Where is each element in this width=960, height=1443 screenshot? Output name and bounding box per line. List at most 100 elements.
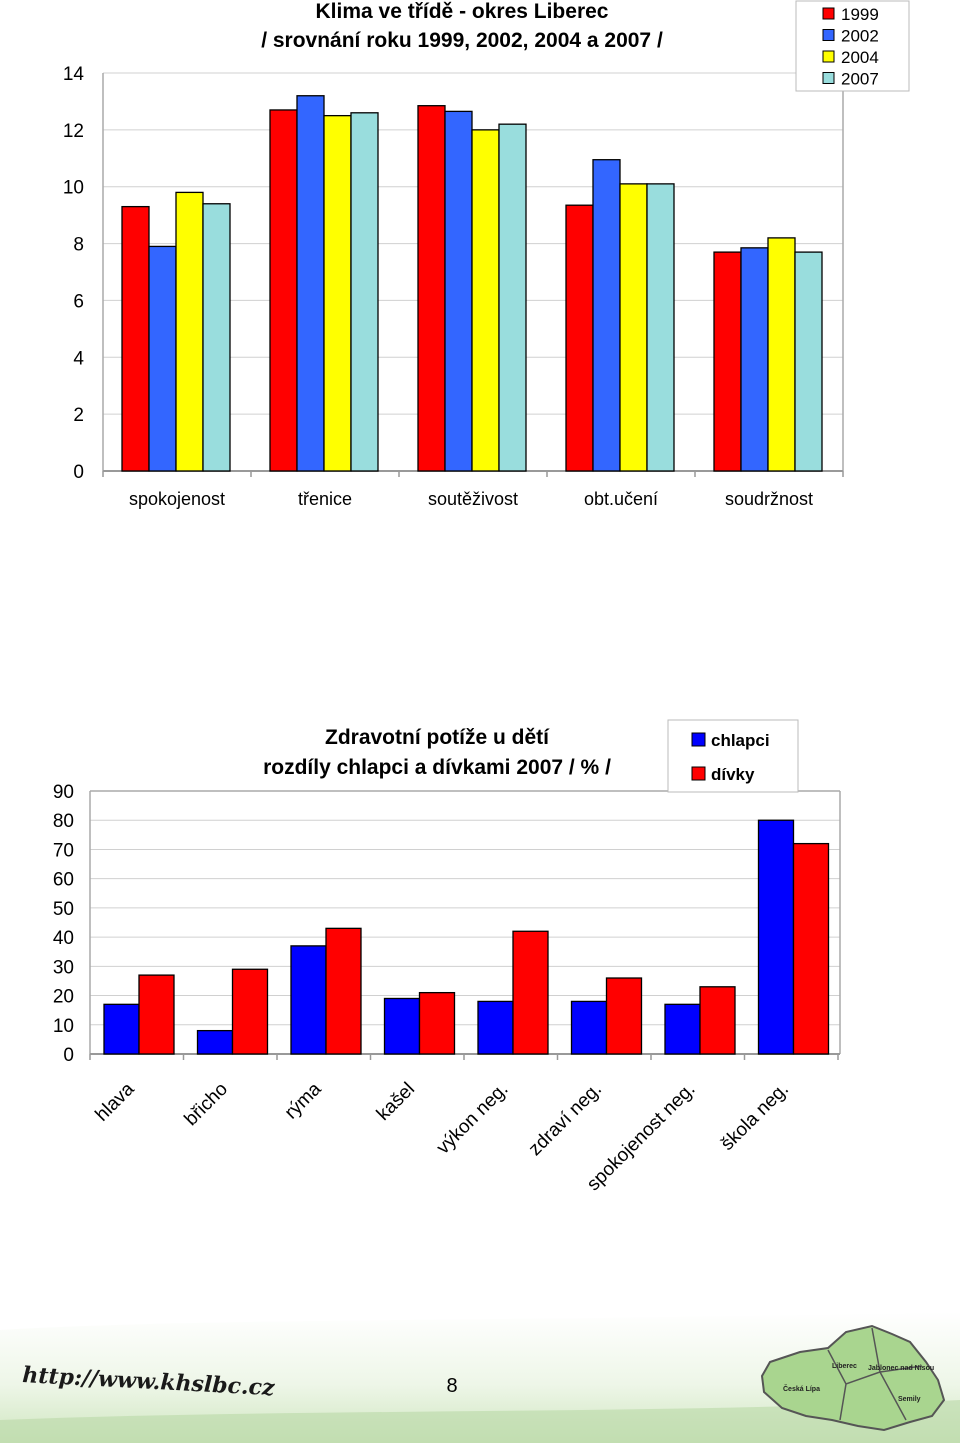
- chart2-legend-swatch: [691, 732, 706, 747]
- chart2-y-tick-label: 30: [53, 957, 74, 978]
- chart2-y-tick-label: 60: [53, 870, 74, 891]
- chart1-bar-1999-2: [417, 105, 446, 472]
- chart1-bars: [121, 95, 823, 472]
- chart1-bar-1999-0: [121, 205, 150, 472]
- map-borders: [827, 1327, 923, 1421]
- chart1-bar-2004-3: [619, 183, 648, 472]
- chart-health: Zdravotní potíže u dětí rozdíly chlapci …: [53, 719, 841, 1195]
- chart1-y-ticks: 0 2 4 6 8 10 12 14: [63, 64, 85, 483]
- chart2-bar-dívky-1: [231, 968, 269, 1055]
- chart2-bar-dívky-4: [512, 930, 549, 1055]
- chart1-legend-swatch: [822, 72, 835, 84]
- chart1-legend-label: 2004: [841, 48, 879, 67]
- chart2-x-labels: hlava břicho rýma kašel výkon neg. zdraví neg…: [92, 1078, 793, 1195]
- chart2-category-label: rýma: [281, 1078, 326, 1123]
- chart1-legend-label: 2007: [841, 70, 879, 89]
- map-label-ceska-lipa: Česká Lípa: [783, 1384, 820, 1393]
- chart1-category-label: soutěživost: [428, 489, 518, 509]
- chart2-legend-label: dívky: [711, 765, 755, 784]
- chart1-bar-1999-3: [565, 204, 594, 472]
- chart2-bar-chlapci-0: [103, 1003, 140, 1055]
- chart2-y-tick-label: 20: [53, 987, 74, 1008]
- map-label-semily: Semily: [898, 1396, 921, 1403]
- chart2-subtitle: rozdíly chlapci a dívkami 2007 / % /: [263, 756, 611, 779]
- chart2-category-label: výkon neg.: [433, 1079, 513, 1159]
- chart1-category-label: spokojenost: [129, 489, 225, 509]
- chart2-bar-chlapci-4: [477, 1000, 514, 1055]
- chart2-y-tick-label: 80: [53, 811, 74, 832]
- chart2-bar-chlapci-3: [383, 997, 421, 1055]
- page-footer: http://www.khslbc.cz 8 Liberec Jablonec …: [0, 1312, 960, 1443]
- chart1-y-tick-label: 4: [73, 348, 84, 369]
- chart1-bar-2002-0: [148, 245, 177, 472]
- footer-band-shade: [0, 1400, 960, 1443]
- chart2-category-label: zdraví neg.: [525, 1079, 606, 1160]
- chart2-y-tick-label: 70: [53, 840, 74, 861]
- chart1-y-tick-label: 10: [63, 178, 84, 199]
- chart1-bar-2002-2: [444, 110, 473, 472]
- chart1-bar-1999-4: [713, 251, 742, 472]
- chart2-bar-chlapci-1: [196, 1029, 234, 1055]
- chart2-bar-dívky-6: [699, 986, 736, 1055]
- chart2-title: Zdravotní potíže u dětí: [325, 726, 550, 749]
- chart2-y-tick-label: 90: [53, 782, 74, 803]
- chart2-bar-chlapci-6: [664, 1003, 701, 1055]
- chart2-legend-label: chlapci: [711, 731, 770, 750]
- chart1-bar-2002-3: [592, 159, 621, 472]
- chart2-y-ticks: 0 10 20 30 40 50 60 70 80 90: [53, 782, 74, 1066]
- chart1-bar-2004-4: [767, 237, 796, 472]
- chart2-bar-dívky-3: [418, 991, 456, 1055]
- chart1-category-label: soudržnost: [725, 489, 813, 509]
- page-number: 8: [446, 1375, 457, 1397]
- chart2-category-label: břicho: [181, 1079, 232, 1130]
- chart2-bar-chlapci-7: [757, 819, 795, 1055]
- chart1-legend: 1999 2002 2004 2007: [795, 0, 910, 92]
- chart1-x-labels: spokojenost třenice soutěživost obt.učení so…: [129, 489, 813, 509]
- chart2-bar-dívky-5: [605, 977, 643, 1055]
- chart1-bar-2007-4: [794, 251, 823, 472]
- chart2-bar-dívky-2: [325, 927, 362, 1055]
- chart2-bar-dívky-7: [792, 842, 830, 1055]
- chart2-y-tick-label: 50: [53, 899, 74, 920]
- chart2-legend-swatch: [691, 766, 706, 781]
- chart1-bar-2007-1: [350, 112, 379, 472]
- map-label-jablonec: Jablonec nad Nisou: [868, 1365, 934, 1372]
- chart2-bar-dívky-0: [138, 974, 175, 1055]
- chart1-legend-swatch: [822, 29, 835, 41]
- chart1-title: Klima ve třídě - okres Liberec: [316, 0, 609, 23]
- chart-climate: Klima ve třídě - okres Liberec / srovnán…: [63, 0, 910, 509]
- chart2-y-tick-label: 0: [63, 1045, 74, 1066]
- chart2-legend-box: [667, 719, 799, 793]
- chart1-category-label: třenice: [298, 489, 352, 509]
- chart1-bar-2004-0: [175, 191, 204, 472]
- chart2-y-tick-label: 40: [53, 928, 74, 949]
- chart2-category-label: kašel: [373, 1079, 419, 1125]
- chart1-bar-2007-3: [646, 183, 675, 472]
- chart1-legend-swatch: [822, 50, 835, 63]
- chart1-legend-label: 2002: [841, 27, 879, 46]
- chart2-bars: [103, 819, 830, 1055]
- chart1-y-tick-label: 8: [73, 235, 84, 256]
- chart1-y-tick-label: 14: [63, 64, 85, 85]
- chart1-bar-1999-1: [269, 109, 298, 472]
- chart1-bar-2002-4: [740, 247, 769, 472]
- chart2-category-label: hlava: [92, 1078, 139, 1125]
- chart2-bar-chlapci-2: [290, 945, 327, 1055]
- chart1-bar-2004-1: [323, 114, 352, 472]
- chart1-subtitle: / srovnání roku 1999, 2002, 2004 a 2007 …: [261, 29, 663, 52]
- chart2-category-label: škola neg.: [717, 1079, 793, 1155]
- chart1-y-tick-label: 12: [63, 121, 84, 142]
- chart1-legend-box: [795, 0, 910, 92]
- map-label-liberec: Liberec: [832, 1363, 857, 1370]
- chart2-legend: chlapci dívky: [667, 719, 799, 793]
- chart1-bar-2007-2: [498, 123, 527, 472]
- chart1-category-label: obt.učení: [584, 489, 658, 509]
- chart1-y-tick-label: 6: [73, 291, 84, 312]
- chart1-bar-2004-2: [471, 129, 500, 472]
- chart2-y-tick-label: 10: [53, 1016, 74, 1037]
- chart1-bar-2002-1: [296, 95, 325, 472]
- district-map-logo: Liberec Jablonec nad Nisou Česká Lípa Se…: [760, 1324, 946, 1432]
- chart2-bar-chlapci-5: [570, 1000, 608, 1055]
- chart1-legend-label: 1999: [841, 5, 879, 24]
